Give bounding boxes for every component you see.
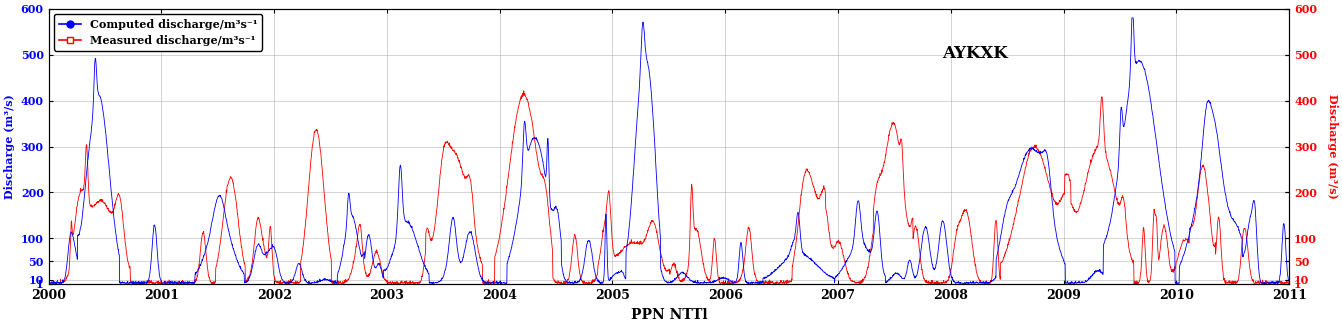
Legend: Computed discharge/m³s⁻¹, Measured discharge/m³s⁻¹: Computed discharge/m³s⁻¹, Measured disch…: [54, 14, 262, 51]
X-axis label: PPN NTTl: PPN NTTl: [631, 308, 707, 322]
Y-axis label: Discharge (m³/s): Discharge (m³/s): [1327, 94, 1338, 199]
Y-axis label: Discharge (m³/s): Discharge (m³/s): [4, 94, 15, 199]
Text: AYKXK: AYKXK: [942, 45, 1008, 62]
